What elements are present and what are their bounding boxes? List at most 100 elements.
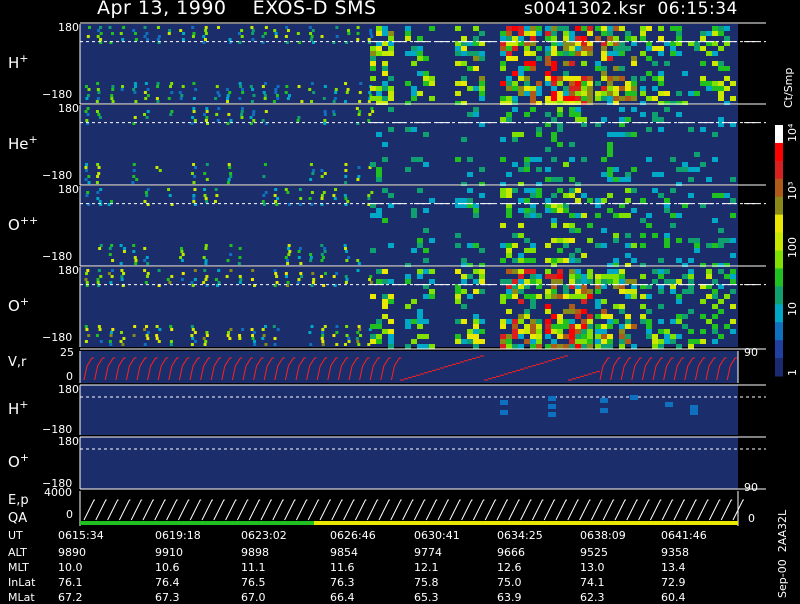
spectral-bin [536, 213, 542, 218]
spectral-bin [273, 337, 277, 340]
spectral-bin [167, 188, 171, 191]
spectral-bin [344, 247, 348, 250]
ephem-row-label: MLT [8, 561, 29, 574]
spectral-bin [376, 334, 382, 339]
spectral-bin [264, 343, 268, 346]
spectral-bin [557, 294, 563, 299]
y-tick-right: 90 [744, 481, 758, 494]
spectral-bin [625, 324, 631, 329]
spectral-bin [376, 31, 382, 36]
spectral-bin [658, 91, 664, 96]
spectral-bin [85, 328, 89, 331]
spectral-bin [252, 110, 256, 113]
spectral-bin [575, 269, 581, 274]
spectral-bin [110, 269, 114, 272]
spectral-bin [670, 279, 676, 284]
spectral-bin [512, 26, 518, 31]
spectral-bin [530, 107, 536, 112]
spectral-bin [630, 395, 638, 400]
spectral-bin [664, 91, 670, 96]
spectral-bin [694, 248, 700, 253]
spectral-bin [551, 96, 557, 101]
spectral-bin [619, 339, 625, 344]
spectral-bin [670, 319, 676, 324]
spectral-bin [111, 88, 115, 91]
spectral-bin [506, 253, 512, 258]
spectral-bin [587, 294, 593, 299]
spectral-bin [601, 26, 607, 31]
spectral-bin [461, 137, 467, 142]
spectral-bin [530, 324, 536, 329]
spectral-bin [569, 309, 575, 314]
spectral-bin [169, 113, 173, 116]
spectral-bin [286, 284, 290, 287]
spectral-bin [712, 193, 718, 198]
spectral-bin [370, 66, 376, 71]
spectral-bin [320, 253, 324, 256]
spectral-bin [296, 281, 300, 284]
spectral-bin [423, 284, 429, 289]
spectral-bin [569, 329, 575, 334]
spectral-bin [625, 294, 631, 299]
spectral-bin [110, 275, 114, 278]
spectral-bin [345, 259, 349, 262]
spectral-bin [285, 85, 289, 88]
spectral-bin [343, 343, 347, 346]
spectral-bin [332, 110, 336, 113]
spectral-bin [356, 340, 360, 343]
spectral-bin [506, 96, 512, 101]
spectral-bin [405, 31, 411, 36]
spectral-bin [670, 334, 676, 339]
velocity-trace [83, 355, 738, 381]
spectral-bin [376, 51, 382, 56]
spectral-bin [548, 412, 556, 417]
spectral-bin [500, 41, 506, 46]
spectral-bin [536, 284, 542, 289]
spectral-bin [706, 269, 712, 274]
spectral-bin [718, 269, 724, 274]
spectral-bin [640, 86, 646, 91]
spectral-bin [388, 319, 394, 324]
spectral-bin [368, 328, 372, 331]
spectral-bin [423, 162, 429, 167]
spectral-bin [286, 262, 290, 265]
spectral-bin [652, 112, 658, 117]
spectral-bin [145, 325, 149, 328]
spectral-bin [96, 163, 100, 166]
spectral-bin [411, 339, 417, 344]
spectral-bin [455, 81, 461, 86]
spectral-bin [202, 337, 206, 340]
spectral-bin [563, 223, 569, 228]
spectral-bin [217, 94, 221, 97]
colorbar-segment [775, 178, 783, 198]
spectral-bin [214, 188, 218, 191]
spectral-bin [631, 294, 637, 299]
spectral-bin [356, 178, 360, 181]
spectral-bin [569, 274, 575, 279]
spectral-bin [205, 116, 209, 119]
spectral-bin [320, 259, 324, 262]
spectral-bin [332, 334, 336, 337]
spectral-bin [405, 167, 411, 172]
spectral-bin [241, 328, 245, 331]
spectral-bin [545, 122, 551, 127]
spectral-bin [587, 334, 593, 339]
spectral-bin [706, 51, 712, 56]
ephem-cell-mlat: 63.9 [497, 591, 522, 604]
spectral-bin [581, 344, 587, 349]
spectral-bin [607, 344, 613, 349]
spectral-bin [297, 256, 301, 259]
y-tick-bottom: −180 [42, 331, 72, 344]
ep-label: E,p [8, 493, 29, 508]
colorbar-segment [775, 268, 783, 287]
spectral-bin [512, 319, 518, 324]
spectral-bin [227, 163, 231, 166]
spectral-bin [119, 262, 123, 265]
spectral-bin [625, 91, 631, 96]
spectral-bin [601, 324, 607, 329]
spectral-bin [613, 258, 619, 263]
spectral-bin [332, 113, 336, 116]
spectral-bin [563, 294, 569, 299]
spectral-bin [518, 289, 524, 294]
